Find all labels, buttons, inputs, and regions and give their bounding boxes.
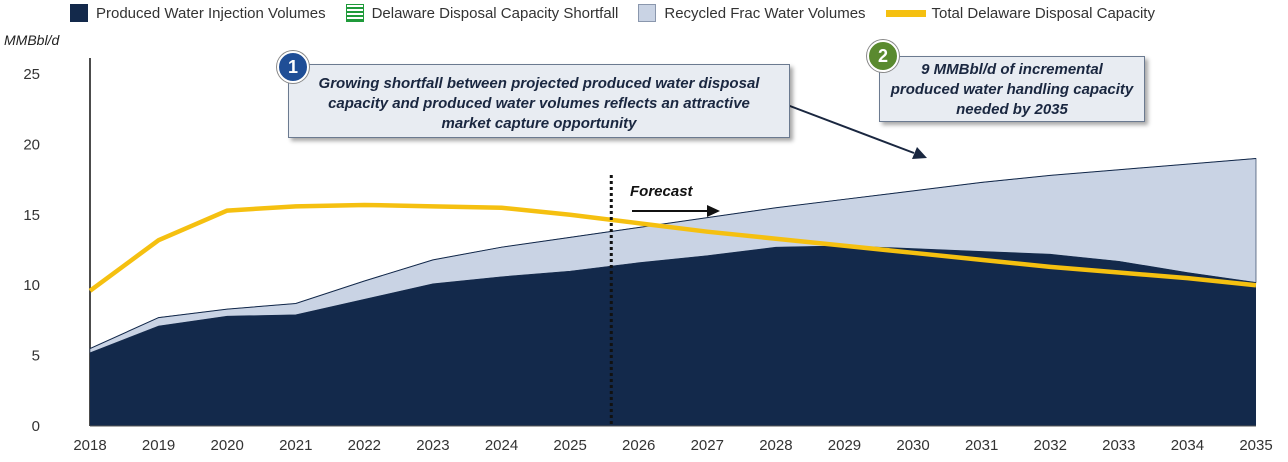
x-axis: 2018 2019 2020 2021 2022 2023 2024 2025 2026 2027… (73, 425, 1273, 454)
x-tick-label: 2028 (759, 437, 792, 454)
legend-swatch-recycled (638, 4, 657, 22)
callout-1: Growing shortfall between projected prod… (288, 64, 790, 138)
areas (88, 157, 1257, 426)
legend: Produced Water Injection Volumes Delawar… (70, 4, 1175, 22)
legend-label-recycled: Recycled Frac Water Volumes (664, 4, 866, 22)
y-tick-label: 0 (32, 418, 40, 435)
x-tick-label: 2032 (1034, 437, 1067, 454)
x-tick-label: 2030 (896, 437, 929, 454)
y-tick-label: 15 (23, 207, 40, 224)
x-tick-label: 2018 (73, 437, 106, 454)
x-tick-label: 2026 (622, 437, 655, 454)
x-tick-label: 2021 (279, 437, 312, 454)
x-tick-label: 2019 (142, 437, 175, 454)
y-axis: 0 5 10 15 20 25 (23, 58, 91, 435)
callout-2: 9 MMBbl/d of incremental produced water … (879, 56, 1145, 122)
capacity-line (88, 202, 1257, 293)
y-tick-label: 20 (23, 136, 40, 153)
callout-2-badge: 2 (867, 40, 899, 72)
callout-1-badge: 1 (277, 51, 309, 83)
y-axis-label: MMBbl/d (4, 32, 60, 48)
legend-item-capacity: Total Delaware Disposal Capacity (885, 4, 1155, 22)
x-tick-label: 2031 (965, 437, 998, 454)
x-tick-label: 2020 (210, 437, 243, 454)
x-tick-label: 2024 (485, 437, 518, 454)
callout-1-arrow-head (912, 147, 927, 159)
x-tick-label: 2027 (691, 437, 724, 454)
x-tick-label: 2023 (416, 437, 449, 454)
legend-label-shortfall: Delaware Disposal Capacity Shortfall (371, 4, 619, 22)
forecast-label: Forecast (630, 183, 693, 200)
x-tick-label: 2025 (553, 437, 586, 454)
x-tick-label: 2029 (828, 437, 861, 454)
x-tick-label: 2034 (1171, 437, 1204, 454)
x-tick-label: 2033 (1102, 437, 1135, 454)
x-tick-label: 2035 (1239, 437, 1272, 454)
callout-1-arrow (781, 102, 915, 154)
y-tick-label: 25 (23, 66, 40, 83)
y-tick-label: 5 (32, 348, 40, 365)
legend-swatch-injection (70, 4, 88, 22)
forecast-arrow-head (707, 205, 720, 217)
legend-swatch-shortfall (345, 4, 364, 22)
legend-item-shortfall: Delaware Disposal Capacity Shortfall (345, 4, 619, 22)
legend-item-injection: Produced Water Injection Volumes (70, 4, 326, 22)
legend-label-capacity: Total Delaware Disposal Capacity (931, 4, 1155, 22)
legend-label-injection: Produced Water Injection Volumes (96, 4, 326, 22)
legend-swatch-capacity (885, 9, 926, 17)
injection-area (90, 245, 1256, 426)
total-volumes-line (89, 157, 1257, 350)
legend-item-recycled: Recycled Frac Water Volumes (638, 4, 866, 22)
y-tick-label: 10 (23, 277, 40, 294)
x-tick-label: 2022 (348, 437, 381, 454)
